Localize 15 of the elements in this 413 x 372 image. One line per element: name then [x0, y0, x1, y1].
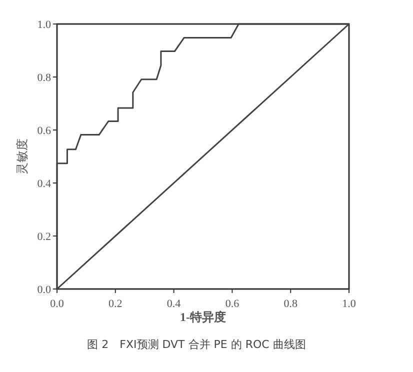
x-tick-label: 1.0: [342, 298, 356, 310]
x-tick-label: 0.8: [284, 298, 298, 310]
x-axis-title: 1-特异度: [180, 310, 226, 324]
x-tick-label: 0.0: [50, 298, 64, 310]
y-tick-label: 0.2: [37, 231, 51, 243]
y-tick-label: 0.4: [37, 178, 52, 190]
y-axis-title: 灵敏度: [15, 138, 29, 174]
y-tick-label: 0.6: [37, 125, 52, 137]
y-tick-label: 1.0: [37, 19, 52, 31]
x-tick-label: 0.6: [225, 298, 240, 310]
y-tick-label: 0.0: [37, 284, 52, 296]
caption: 图 2 FXI预测 DVT 合并 PE 的 ROC 曲线图: [87, 338, 306, 351]
y-tick-label: 0.8: [37, 72, 52, 84]
x-tick-label: 0.2: [108, 298, 122, 310]
x-tick-label: 0.4: [166, 298, 182, 310]
